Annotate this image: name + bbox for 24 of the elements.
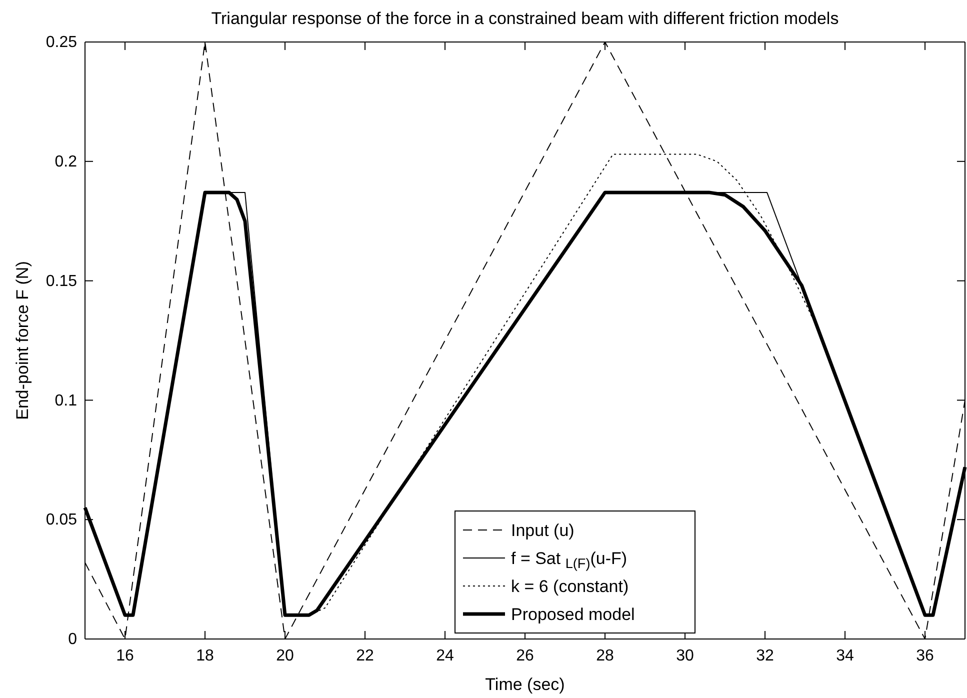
x-tick-label: 22 (356, 647, 374, 664)
y-axis-title: End-point force F (N) (13, 261, 32, 420)
x-tick-label: 30 (676, 647, 694, 664)
x-axis-title: Time (sec) (485, 675, 565, 694)
legend-label: Input (u) (511, 521, 574, 540)
x-tick-label: 24 (436, 647, 454, 664)
x-tick-label: 28 (596, 647, 614, 664)
x-tick-label: 16 (116, 647, 134, 664)
y-tick-label: 0.1 (54, 392, 78, 410)
legend-label: k = 6 (constant) (511, 577, 629, 596)
x-tick-label: 26 (516, 647, 534, 664)
x-tick-label: 32 (756, 647, 774, 664)
x-tick-label: 20 (276, 647, 294, 664)
y-tick-label: 0.05 (46, 512, 78, 529)
x-tick-label: 34 (836, 647, 854, 664)
y-tick-label: 0.15 (46, 272, 78, 290)
y-tick-label: 0.25 (46, 34, 78, 52)
x-tick-label: 36 (916, 647, 934, 664)
y-tick-label: 0.2 (54, 154, 78, 171)
chart-title: Triangular response of the force in a constrained beam with different friction models (211, 9, 839, 28)
y-tick-label: 0 (68, 631, 78, 648)
legend-label: Proposed model (511, 605, 635, 624)
legend-label: f = Sat $_{L(F)}$(u-F) (511, 549, 628, 572)
x-tick-label: 18 (196, 647, 214, 664)
